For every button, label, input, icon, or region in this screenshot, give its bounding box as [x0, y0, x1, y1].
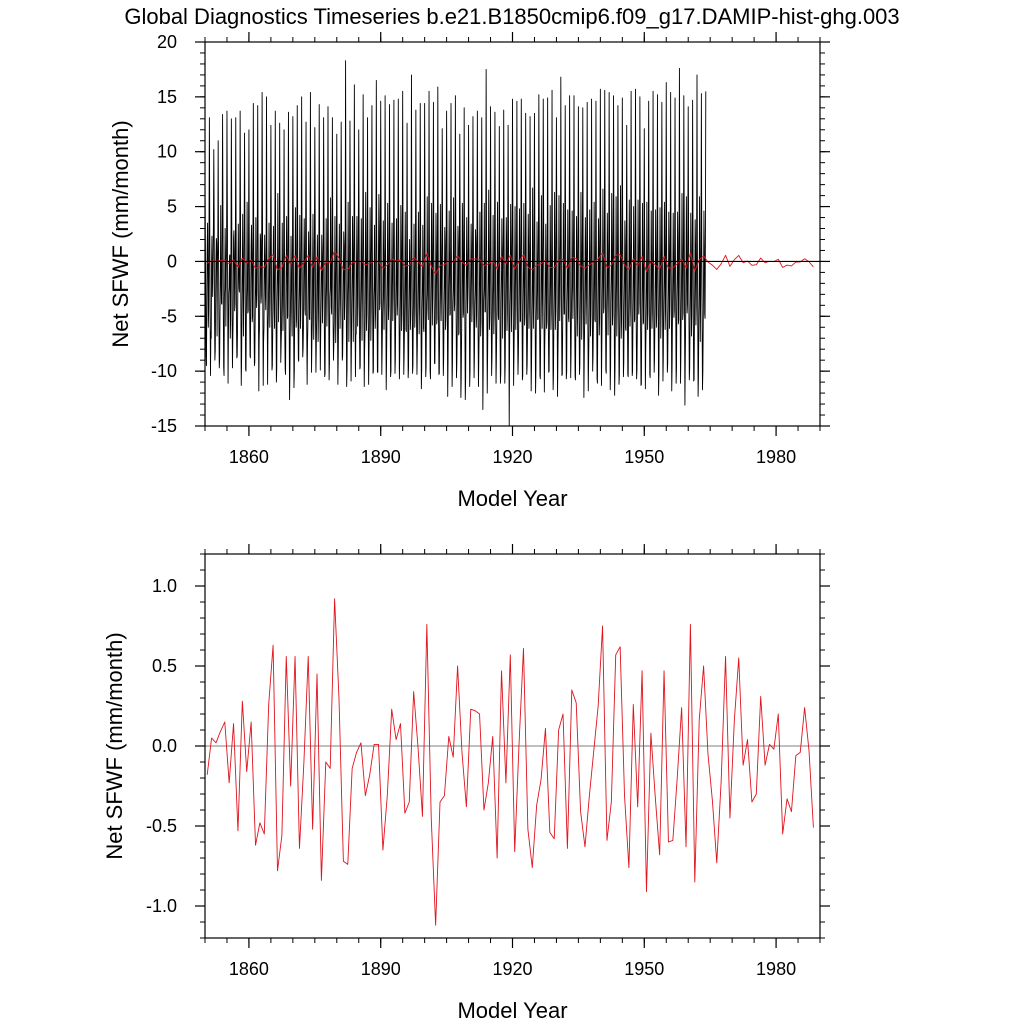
x-tick-label: 1860	[229, 959, 269, 979]
x-tick-label: 1980	[756, 447, 796, 467]
x-tick-label: 1890	[361, 447, 401, 467]
y-tick-label: 0.0	[152, 736, 177, 756]
y-tick-label: 1.0	[152, 576, 177, 596]
y-tick-label: 20	[157, 32, 177, 52]
monthly-series-line	[204, 60, 707, 427]
bottom-panel: 1860 1890 1920 1950 1980 -1.0 -0.5 0.0 0.5 1.0 Mo…	[102, 544, 830, 1023]
y-tick-label: 5	[167, 197, 177, 217]
x-tick-label: 1950	[624, 447, 664, 467]
y-tick-label: 10	[157, 142, 177, 162]
y-axis-label: Net SFWF (mm/month)	[102, 632, 127, 859]
y-tick-label: -10	[151, 361, 177, 381]
x-tick-label: 1980	[756, 959, 796, 979]
y-tick-label: -0.5	[146, 816, 177, 836]
annual-mean-line	[206, 250, 814, 275]
y-tick-label: -5	[161, 306, 177, 326]
monthly-line	[204, 60, 707, 427]
y-axis-label: Net SFWF (mm/month)	[108, 120, 133, 347]
x-tick-label: 1860	[229, 447, 269, 467]
y-tick-label: 0.5	[152, 656, 177, 676]
x-tick-label: 1950	[624, 959, 664, 979]
x-tick-label: 1920	[492, 959, 532, 979]
chart-title: Global Diagnostics Timeseries b.e21.B185…	[124, 4, 899, 29]
x-tick-label: 1920	[492, 447, 532, 467]
y-tick-label: -15	[151, 416, 177, 436]
top-panel: 1860 1890 1920 1950 1980 -15 -10 -5 0 5 10 15 20 Mod…	[108, 32, 830, 511]
x-tick-label: 1890	[361, 959, 401, 979]
annual-mean-series-line	[206, 598, 814, 926]
y-tick-label: 0	[167, 251, 177, 271]
x-axis-label: Model Year	[457, 998, 567, 1023]
axis-ticks: 1860 1890 1920 1950 1980 -15 -10 -5 0 5 10 15 20	[151, 32, 830, 467]
annual-mean-line	[206, 598, 814, 926]
y-tick-label: -1.0	[146, 896, 177, 916]
axis-ticks: 1860 1890 1920 1950 1980 -1.0 -0.5 0.0 0.5 1.0	[146, 544, 830, 979]
y-tick-label: 15	[157, 87, 177, 107]
x-axis-label: Model Year	[457, 486, 567, 511]
annual-mean-series-line	[206, 250, 814, 275]
